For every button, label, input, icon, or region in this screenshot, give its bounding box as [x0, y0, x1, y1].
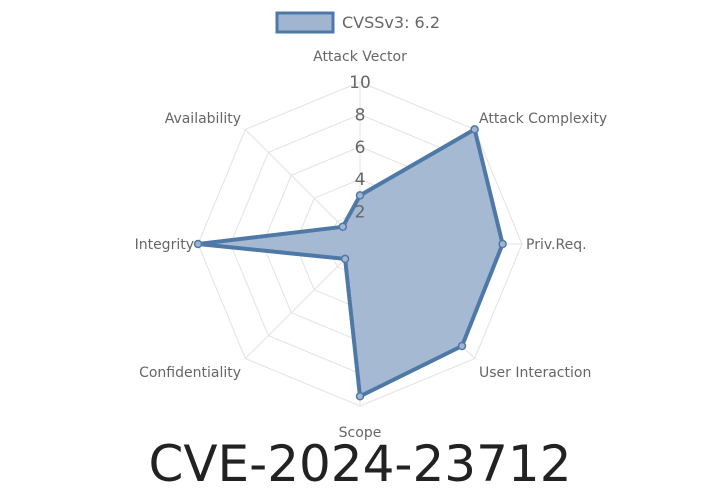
legend-label: CVSSv3: 6.2	[342, 13, 440, 32]
data-point-6	[193, 239, 203, 249]
axis-label-priv-req: Priv.Req.	[526, 237, 587, 253]
data-point-3	[457, 341, 467, 351]
radar-ticks: 2 4 6 8 10	[349, 73, 371, 223]
radar-axis-labels: Attack Vector Attack Complexity Priv.Req. U…	[135, 49, 608, 440]
axis-label-confidentiality: Confidentiality	[139, 365, 241, 381]
axis-label-attack-complexity: Attack Complexity	[479, 111, 607, 127]
radar-series	[193, 125, 507, 401]
radar-chart: 2 4 6 8 10 Attack Vector Attack Complexity Pri…	[135, 11, 608, 440]
tick-label-10: 10	[349, 73, 371, 93]
tick-label-6: 6	[355, 138, 366, 158]
tick-label-2: 2	[355, 203, 366, 223]
data-point-4	[355, 392, 365, 401]
legend: CVSSv3: 6.2	[275, 11, 440, 34]
cve-title: CVE-2024-23712	[148, 435, 572, 493]
data-point-7	[338, 222, 348, 232]
axis-label-attack-vector: Attack Vector	[313, 49, 407, 65]
legend-swatch	[275, 11, 335, 34]
data-point-0	[355, 191, 365, 200]
tick-label-4: 4	[355, 170, 366, 190]
grid-spoke-5	[245, 243, 361, 359]
axis-label-availability: Availability	[165, 111, 241, 127]
tick-label-8: 8	[355, 105, 366, 125]
axis-label-integrity: Integrity	[135, 237, 194, 253]
data-point-2	[498, 239, 507, 249]
data-point-5	[340, 254, 350, 264]
series-area	[196, 127, 505, 399]
axis-label-user-interaction: User Interaction	[479, 365, 591, 381]
axis-label-scope: Scope	[339, 425, 382, 440]
data-point-1	[470, 125, 479, 134]
